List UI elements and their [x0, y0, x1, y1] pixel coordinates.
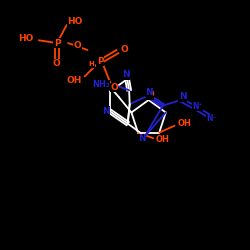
- Text: O: O: [110, 83, 118, 92]
- Text: N: N: [179, 92, 186, 101]
- Text: OH: OH: [177, 119, 191, 128]
- Text: N⁺: N⁺: [192, 102, 203, 110]
- Text: O: O: [74, 41, 82, 50]
- Text: N: N: [122, 70, 130, 80]
- Text: P: P: [97, 56, 103, 66]
- Text: OH: OH: [66, 76, 82, 85]
- Text: O: O: [53, 60, 60, 68]
- Text: O: O: [121, 45, 128, 54]
- Text: O: O: [146, 90, 154, 100]
- Text: N: N: [138, 134, 146, 143]
- Text: N⁻: N⁻: [206, 114, 217, 123]
- Text: N: N: [102, 106, 109, 116]
- Text: HO: HO: [18, 34, 33, 43]
- Text: HO: HO: [68, 17, 83, 26]
- Text: N: N: [145, 88, 153, 97]
- Text: P: P: [54, 38, 60, 48]
- Text: OH: OH: [156, 135, 170, 144]
- Text: H: H: [89, 62, 94, 68]
- Text: NH₂: NH₂: [92, 80, 110, 89]
